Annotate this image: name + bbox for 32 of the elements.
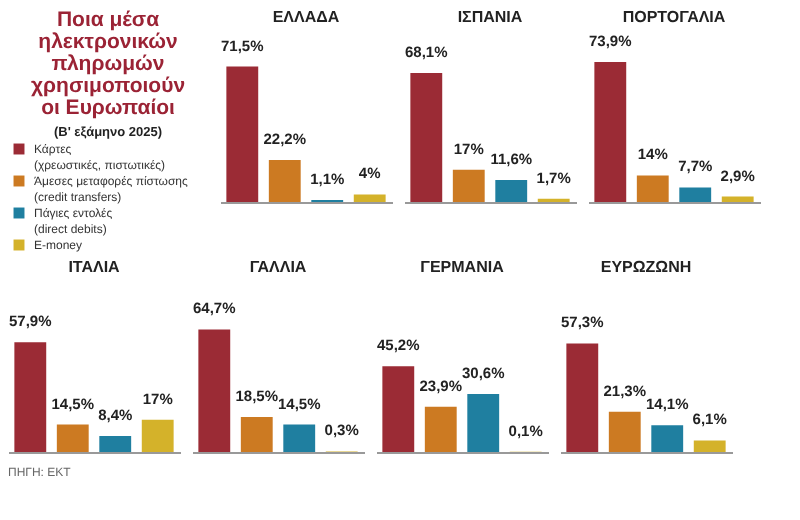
bar bbox=[141, 419, 174, 452]
bar bbox=[566, 343, 599, 452]
bar bbox=[226, 66, 259, 202]
bar bbox=[240, 416, 273, 452]
chart-title: ΓΑΛΛΙΑ bbox=[249, 258, 307, 276]
bar bbox=[651, 425, 684, 452]
text: Ποια μέσα ηλεκτρονικών πληρωμών χρησιμοποιούν οι Ευρωπαίοι bbox=[30, 8, 186, 120]
bar bbox=[608, 411, 641, 452]
bar bbox=[353, 194, 386, 202]
bar bbox=[198, 329, 231, 452]
bar bbox=[99, 436, 132, 452]
bar bbox=[679, 187, 712, 202]
chart-title: ΓΕΡΜΑΝΙΑ bbox=[420, 258, 505, 276]
bar bbox=[636, 175, 669, 202]
bar bbox=[721, 196, 754, 202]
bar bbox=[495, 180, 528, 202]
bar bbox=[56, 424, 89, 452]
bar bbox=[424, 406, 457, 452]
chart-title: ΙΤΑΛΙΑ bbox=[68, 258, 121, 276]
bar bbox=[283, 424, 316, 452]
bar bbox=[467, 394, 500, 452]
bar bbox=[268, 159, 301, 202]
bar bbox=[410, 72, 443, 202]
chart-title: ΙΣΠΑΝΙΑ bbox=[457, 8, 523, 26]
bar bbox=[452, 169, 485, 202]
bar bbox=[382, 366, 415, 452]
chart-title: ΠΟΡΤΟΓΑΛΙΑ bbox=[622, 8, 726, 26]
bar bbox=[594, 62, 627, 202]
bar bbox=[693, 440, 726, 452]
chart-title: ΕΛΛΑΔΑ bbox=[272, 8, 340, 26]
bar bbox=[14, 342, 47, 452]
chart-title: ΕΥΡΩΖΩΝΗ bbox=[600, 258, 692, 276]
